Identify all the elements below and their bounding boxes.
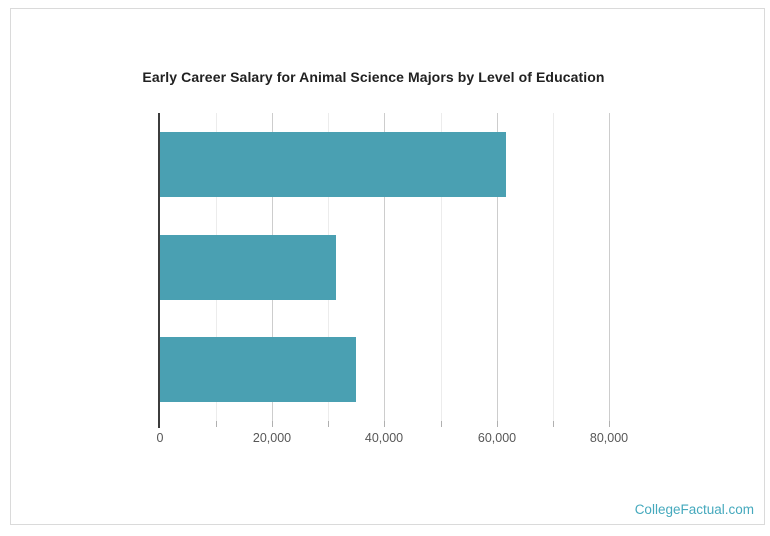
x-tick-label: 0 bbox=[156, 431, 164, 445]
plot-area: 0 20,000 40,000 60,000 80,000 bbox=[157, 113, 663, 445]
axis-tick bbox=[328, 421, 329, 427]
gridline-major bbox=[384, 113, 385, 421]
gridline-major bbox=[609, 113, 610, 421]
axis-tick bbox=[553, 421, 554, 427]
axis-tick bbox=[216, 421, 217, 427]
x-tick-label: 80,000 bbox=[589, 431, 629, 445]
axis-tick bbox=[272, 421, 273, 427]
axis-tick bbox=[384, 421, 385, 427]
chart-title: Early Career Salary for Animal Science M… bbox=[142, 69, 605, 85]
bar bbox=[160, 337, 356, 402]
chart-card: Early Career Salary for Animal Science M… bbox=[10, 8, 765, 525]
axis-tick bbox=[609, 421, 610, 427]
x-tick-label: 40,000 bbox=[364, 431, 404, 445]
gridline-minor bbox=[441, 113, 442, 421]
bar bbox=[160, 235, 336, 300]
bar bbox=[160, 132, 506, 197]
watermark-link[interactable]: CollegeFactual.com bbox=[634, 502, 754, 517]
gridline-minor bbox=[553, 113, 554, 421]
y-axis-line bbox=[158, 113, 160, 428]
axis-tick bbox=[497, 421, 498, 427]
axis-tick bbox=[441, 421, 442, 427]
gridline-major bbox=[497, 113, 498, 421]
x-tick-label: 60,000 bbox=[477, 431, 517, 445]
x-tick-label: 20,000 bbox=[252, 431, 292, 445]
